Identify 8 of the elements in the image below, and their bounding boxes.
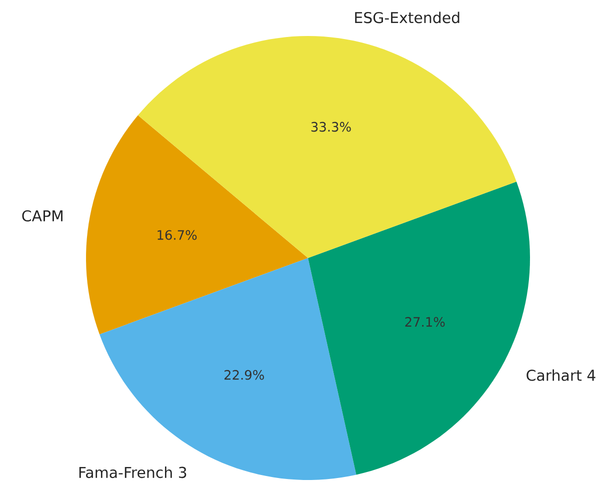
slice-label: CAPM <box>22 210 62 222</box>
data-label: 27.1% <box>405 317 445 327</box>
data-label: 16.7% <box>158 230 197 240</box>
data-label: 33.3% <box>311 122 351 132</box>
data-label: 22.9% <box>224 370 264 380</box>
slice-label: ESG-Extended <box>355 12 460 24</box>
slice-label: Fama-French 3 <box>79 466 186 478</box>
slice-label: Carhart 4 <box>526 369 596 381</box>
